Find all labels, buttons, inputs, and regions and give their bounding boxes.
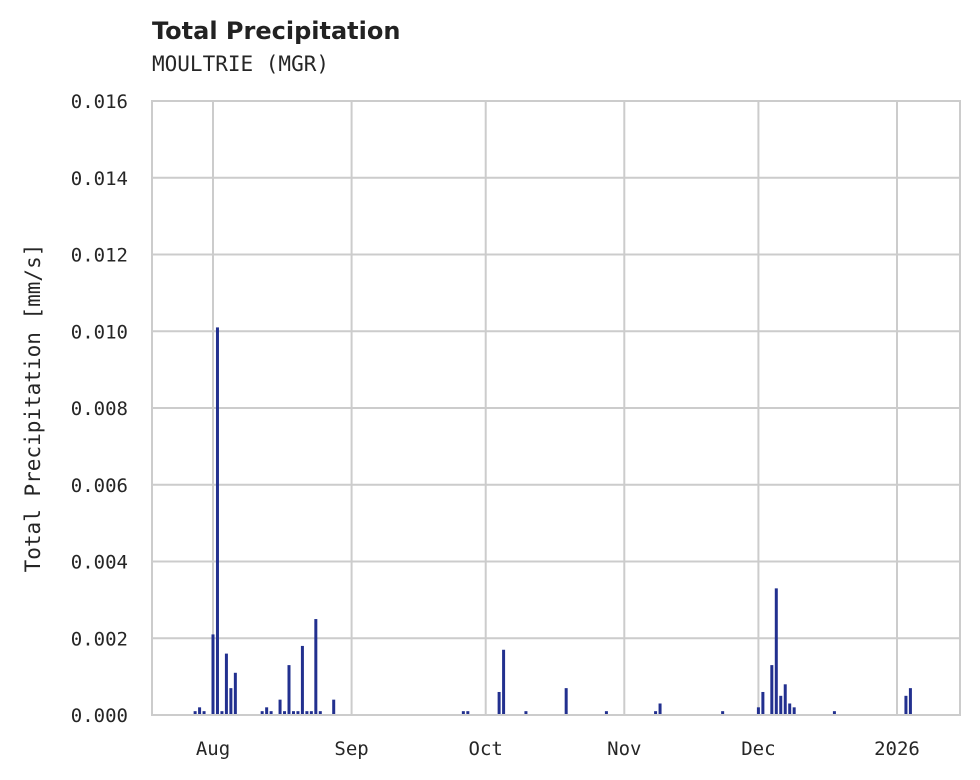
precip-bar [296,711,300,715]
precip-bar [224,653,228,715]
precip-bar [287,665,291,715]
precip-bar [604,711,608,715]
chart-subtitle: MOULTRIE (MGR) [152,52,330,76]
y-tick-label: 0.012 [71,245,128,267]
precip-bar [461,711,465,715]
precip-bar [300,645,304,715]
precip-bar [202,711,206,715]
precip-bar [291,711,295,715]
x-tick-label: Oct [469,738,503,760]
x-tick-label: Dec [741,738,775,760]
precip-bar [283,711,287,715]
precip-bar [832,711,836,715]
y-tick-label: 0.000 [71,705,128,727]
x-tick-label: Aug [196,738,230,760]
precip-bar [211,634,215,715]
precip-bar [229,688,233,715]
y-tick-label: 0.008 [71,398,128,420]
precip-bar [497,691,501,715]
precip-bar [278,699,282,715]
grid-lines [152,100,960,716]
precip-bar [774,588,778,715]
precip-bar [783,684,787,715]
x-axis-ticks: Aug Sep Oct Nov Dec 2026 [196,738,920,760]
precip-bar [654,711,658,715]
precip-bar [305,711,309,715]
precip-bar [314,619,318,715]
y-tick-label: 0.006 [71,475,128,497]
precip-bar [198,707,202,715]
x-tick-label: Nov [607,738,641,760]
precip-bar [220,711,224,715]
precip-bar [788,703,792,715]
precip-bar [904,695,908,715]
y-tick-label: 0.004 [71,552,128,574]
plot-frame [151,100,961,716]
y-tick-label: 0.014 [71,168,128,190]
x-tick-label: 2026 [874,738,920,760]
precip-bar [564,688,568,715]
chart-title: Total Precipitation [152,17,401,45]
x-tick-label: Sep [334,738,368,760]
precip-bar [770,665,774,715]
y-axis-ticks: 0.000 0.002 0.004 0.006 0.008 0.010 0.012 0.014… [71,91,128,727]
precip-bar [260,711,264,715]
precip-bar [466,711,470,715]
y-tick-label: 0.010 [71,321,128,343]
precip-bar [756,707,760,715]
precip-bar [658,703,662,715]
y-tick-label: 0.016 [71,91,128,113]
precip-bar [779,695,783,715]
precip-bar [761,691,765,715]
precip-bar [265,707,269,715]
precip-bar [215,327,219,715]
precip-bar [193,711,197,715]
precip-bar [233,672,237,715]
precip-bar [269,711,273,715]
precip-bar [721,711,725,715]
precip-bar [792,707,796,715]
y-tick-label: 0.002 [71,628,128,650]
precip-bar [332,699,336,715]
precip-bar [502,649,506,715]
precip-bar [524,711,528,715]
bars [193,327,912,715]
precip-bar [309,711,313,715]
precip-bar [908,688,912,715]
precip-bar [318,711,322,715]
